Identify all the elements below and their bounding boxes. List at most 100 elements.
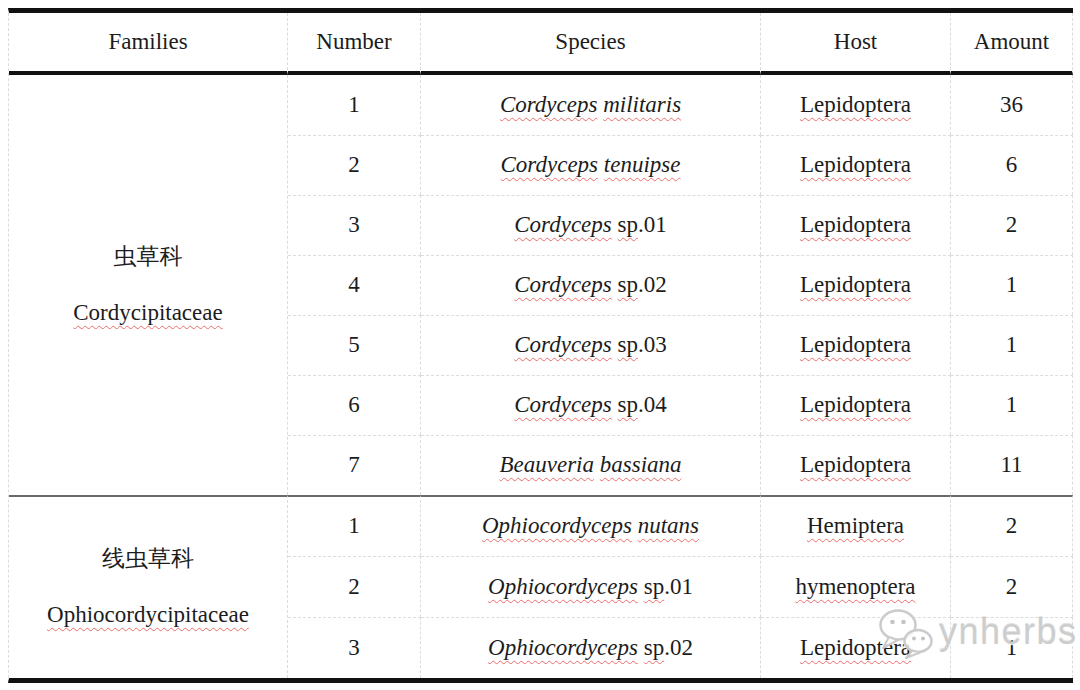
family-name-cn: 线虫草科 — [102, 545, 194, 574]
number-value: 5 — [348, 331, 360, 360]
species-cell: Beauveria bassiana — [421, 435, 761, 495]
number-cell: 4 — [288, 255, 421, 315]
host-cell: Lepidoptera — [761, 75, 951, 135]
document-page: Families Number Species Host Amount 虫草科 … — [0, 0, 1080, 690]
family-cell-cordycipitaceae: 虫草科 Cordycipitaceae — [9, 75, 288, 495]
amount-cell: 36 — [951, 75, 1073, 135]
number-value: 4 — [348, 271, 360, 300]
host-cell: Hemiptera — [761, 495, 951, 556]
species-epithet: bassiana — [600, 452, 682, 477]
number-cell: 7 — [288, 435, 421, 495]
species-text: Cordyceps sp.02 — [514, 271, 666, 300]
amount-value: 36 — [1000, 91, 1023, 120]
host-cell: Lepidoptera — [761, 135, 951, 195]
species-epithet: tenuipse — [604, 152, 681, 177]
species-text: Beauveria bassiana — [499, 451, 681, 480]
species-epithet: nutans — [638, 513, 699, 538]
species-sp: sp — [618, 392, 638, 417]
host-value: Lepidoptera — [800, 211, 911, 240]
amount-cell: 6 — [951, 135, 1073, 195]
number-value: 1 — [348, 512, 360, 541]
species-cell: Cordyceps sp.01 — [421, 195, 761, 255]
header-host: Host — [761, 13, 951, 75]
header-host-label: Host — [834, 28, 877, 57]
species-text: Cordyceps sp.03 — [514, 331, 666, 360]
watermark: ynherbs — [876, 604, 1078, 660]
number-cell: 2 — [288, 556, 421, 617]
species-sp: sp — [644, 574, 664, 599]
family-name-latin: Cordycipitaceae — [73, 299, 222, 328]
species-genus: Ophiocordyceps — [488, 635, 638, 660]
number-cell: 3 — [288, 617, 421, 678]
species-epithet: militaris — [603, 92, 681, 117]
species-genus: Cordyceps — [514, 272, 612, 297]
number-value: 6 — [348, 391, 360, 420]
host-value: Lepidoptera — [800, 451, 911, 480]
wechat-icon — [876, 604, 934, 660]
host-value: Lepidoptera — [800, 91, 911, 120]
number-cell: 2 — [288, 135, 421, 195]
species-table: Families Number Species Host Amount 虫草科 … — [8, 8, 1073, 683]
species-text: Ophiocordyceps nutans — [482, 512, 699, 541]
species-genus: Beauveria — [499, 452, 594, 477]
header-number: Number — [288, 13, 421, 75]
header-number-label: Number — [316, 28, 391, 57]
species-sp: sp — [618, 332, 638, 357]
number-cell: 5 — [288, 315, 421, 375]
species-cell: Cordyceps militaris — [421, 75, 761, 135]
species-genus: Ophiocordyceps — [488, 574, 638, 599]
number-cell: 6 — [288, 375, 421, 435]
amount-cell: 1 — [951, 315, 1073, 375]
family-name-cn: 虫草科 — [114, 243, 183, 272]
host-cell: Lepidoptera — [761, 315, 951, 375]
amount-value: 2 — [1006, 573, 1018, 602]
species-text: Cordyceps tenuipse — [501, 151, 681, 180]
amount-value: 1 — [1006, 391, 1018, 420]
host-value: Lepidoptera — [800, 391, 911, 420]
host-cell: Lepidoptera — [761, 255, 951, 315]
species-text: Cordyceps sp.04 — [514, 391, 666, 420]
header-amount-label: Amount — [974, 28, 1049, 57]
header-families: Families — [9, 13, 288, 75]
species-text: Cordyceps sp.01 — [514, 211, 666, 240]
species-sp: sp — [618, 272, 638, 297]
species-sp-number: .01 — [638, 212, 667, 237]
number-value: 2 — [348, 573, 360, 602]
species-cell: Ophiocordyceps sp.01 — [421, 556, 761, 617]
header-species-label: Species — [555, 28, 625, 57]
species-sp-number: .04 — [638, 392, 667, 417]
amount-value: 2 — [1006, 211, 1018, 240]
host-cell: Lepidoptera — [761, 375, 951, 435]
species-sp-number: .02 — [638, 272, 667, 297]
header-species: Species — [421, 13, 761, 75]
species-sp: sp — [618, 212, 638, 237]
number-cell: 1 — [288, 75, 421, 135]
species-genus: Ophiocordyceps — [482, 513, 632, 538]
species-sp-number: .03 — [638, 332, 667, 357]
species-cell: Cordyceps tenuipse — [421, 135, 761, 195]
amount-cell: 2 — [951, 195, 1073, 255]
species-text: Ophiocordyceps sp.02 — [488, 634, 693, 663]
host-value: Lepidoptera — [800, 271, 911, 300]
number-value: 1 — [348, 91, 360, 120]
species-sp-number: .01 — [664, 574, 693, 599]
family-name-latin: Ophiocordycipitaceae — [47, 601, 249, 630]
species-cell: Cordyceps sp.04 — [421, 375, 761, 435]
host-cell: Lepidoptera — [761, 195, 951, 255]
family-cell-ophiocordycipitaceae: 线虫草科 Ophiocordycipitaceae — [9, 495, 288, 678]
species-cell: Cordyceps sp.03 — [421, 315, 761, 375]
species-text: Ophiocordyceps sp.01 — [488, 573, 693, 602]
header-amount: Amount — [951, 13, 1073, 75]
number-cell: 3 — [288, 195, 421, 255]
species-text: Cordyceps militaris — [500, 91, 681, 120]
number-value: 2 — [348, 151, 360, 180]
species-genus: Cordyceps — [500, 92, 598, 117]
host-value: hymenoptera — [795, 573, 915, 602]
species-cell: Cordyceps sp.02 — [421, 255, 761, 315]
species-sp: sp — [644, 635, 664, 660]
header-families-label: Families — [108, 28, 187, 57]
species-genus: Cordyceps — [501, 152, 599, 177]
amount-cell: 1 — [951, 375, 1073, 435]
amount-cell: 2 — [951, 495, 1073, 556]
species-sp-number: .02 — [664, 635, 693, 660]
